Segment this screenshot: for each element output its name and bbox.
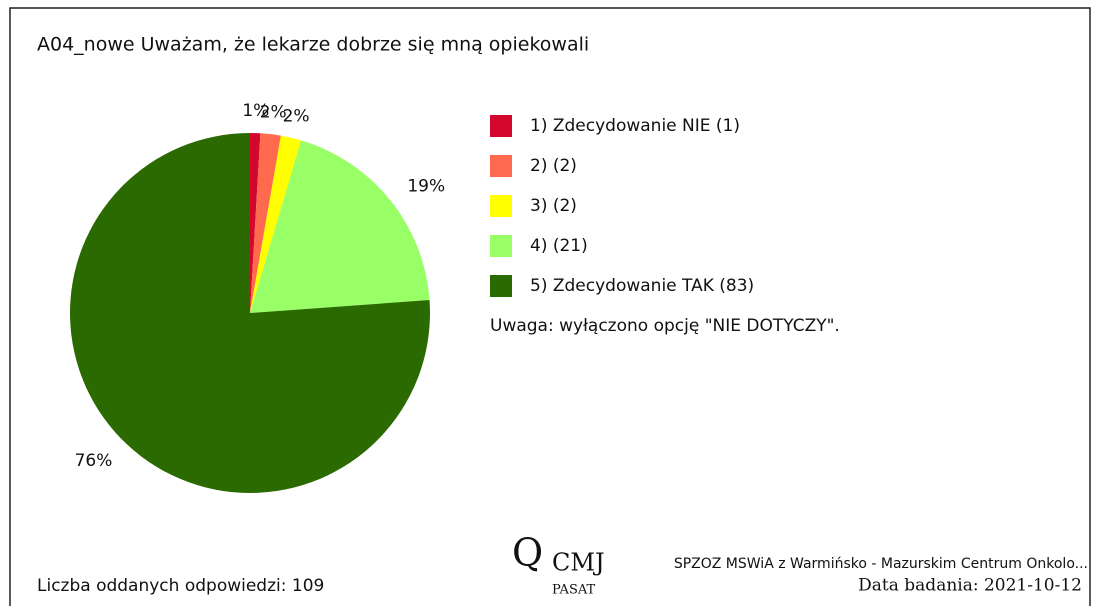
legend-swatch [490, 275, 512, 297]
responses: Liczba oddanych odpowiedzi: 109 [37, 576, 324, 596]
data-label: 1% [242, 101, 269, 121]
pie-slice [69, 133, 430, 493]
legend-label: 2) (2) [530, 156, 577, 176]
pie-slice [250, 135, 302, 313]
legend-label: 4) (21) [530, 236, 588, 256]
legend-swatch [490, 235, 512, 257]
legend-label: 3) (2) [530, 196, 577, 216]
data-label: 19% [407, 176, 445, 196]
legend-swatch [490, 155, 512, 177]
frame [9, 7, 1091, 610]
legend-swatch [490, 115, 512, 137]
legend-swatch [490, 195, 512, 217]
logo-bottom: PASAT [552, 583, 596, 598]
legend-label: 1) Zdecydowanie NIE (1) [530, 116, 740, 136]
pie-slice [250, 140, 430, 313]
date: Data badania: 2021-10-12 [858, 576, 1082, 596]
data-label: 2% [260, 102, 287, 122]
institution: SPZOZ MSWiA z Warmińsko - Mazurskim Cent… [674, 556, 1088, 572]
logo-top: CMJ [552, 549, 605, 577]
logo-q: Q [512, 531, 543, 575]
pie-slice [250, 133, 281, 313]
data-label: 2% [283, 106, 310, 126]
chart-title: A04_nowe Uważam, że lekarze dobrze się m… [37, 34, 589, 56]
note: Uwaga: wyłączono opcję "NIE DOTYCZY". [490, 316, 840, 336]
legend-label: 5) Zdecydowanie TAK (83) [530, 276, 754, 296]
pie-slice [250, 133, 261, 313]
data-label: 76% [75, 451, 113, 471]
